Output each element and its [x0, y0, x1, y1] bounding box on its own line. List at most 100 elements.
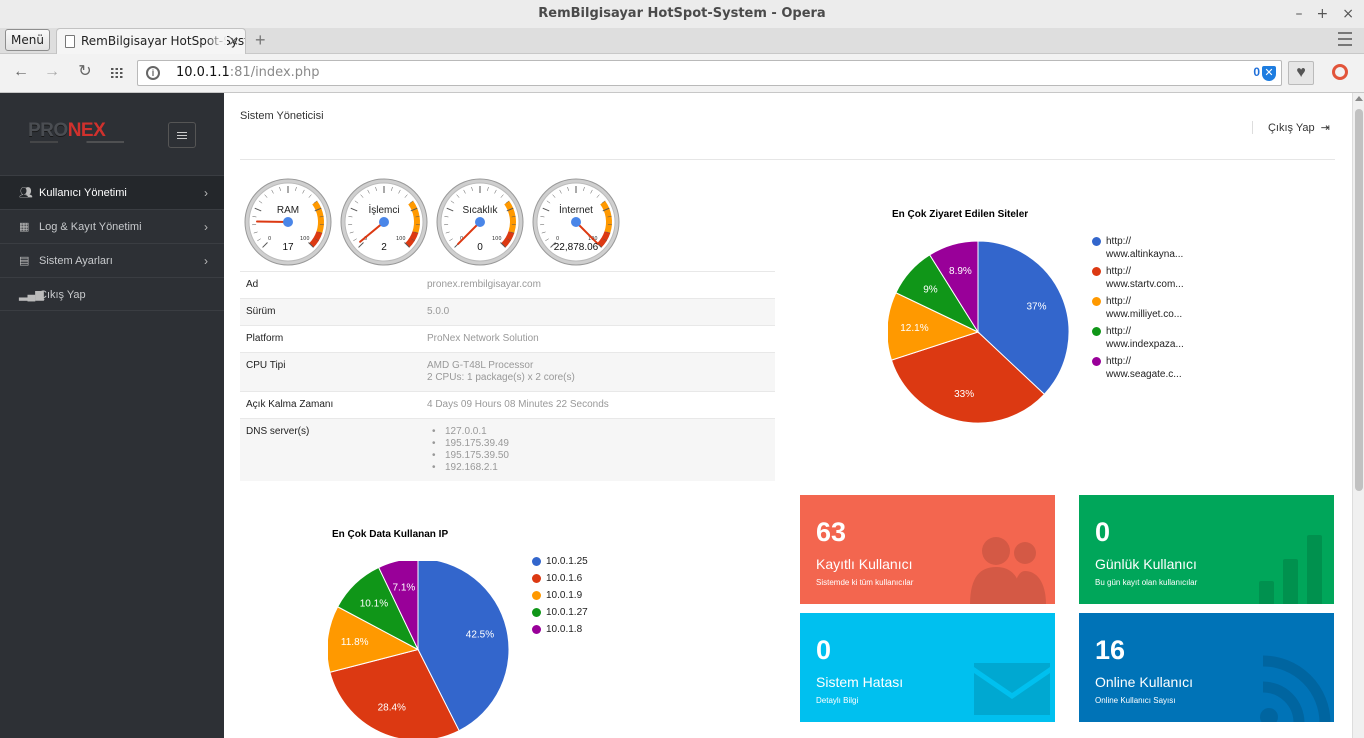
stat-box-online-users[interactable]: 16 Online Kullanıcı Online Kullanıcı Say… — [1079, 613, 1334, 722]
pie-slice[interactable] — [888, 292, 980, 361]
info-key: DNS server(s) — [240, 418, 421, 481]
pie-slice[interactable] — [417, 561, 510, 732]
hamburger-menu-icon[interactable] — [168, 122, 196, 148]
legend-dot — [532, 557, 541, 566]
settings-list-icon: ▤ — [19, 255, 30, 267]
gauge-tick — [358, 242, 364, 248]
list-item: 127.0.0.1 — [432, 426, 769, 438]
stat-box-system-errors[interactable]: 0 Sistem Hatası Detaylı Bilgi — [800, 613, 1055, 722]
legend-item[interactable]: http:// www.startv.com... — [1092, 265, 1184, 291]
legend-item[interactable]: 10.0.1.6 — [532, 572, 588, 585]
stat-box-daily-users[interactable]: 0 Günlük Kullanıcı Bu gün kayıt olan kul… — [1079, 495, 1334, 604]
pie-slice[interactable] — [328, 606, 420, 673]
gauge-tick — [567, 186, 569, 191]
pie-slice-label: 8.9% — [949, 266, 972, 277]
page-scrollbar[interactable] — [1352, 93, 1364, 738]
opera-menu-button[interactable]: Menü — [5, 29, 50, 51]
sidebar-item-log-kayit[interactable]: ▦ Log & Kayıt Yönetimi › — [0, 209, 224, 243]
gauge-needle — [359, 221, 385, 243]
logout-link[interactable]: Çıkış Yap ⇥ — [1251, 121, 1330, 134]
legend-item[interactable]: http:// www.altinkayna... — [1092, 235, 1184, 261]
legend-item[interactable]: 10.0.1.8 — [532, 623, 588, 636]
speed-dial-icon[interactable] — [110, 67, 123, 78]
stat-subtitle: Sistemde ki tüm kullanıcılar — [816, 578, 914, 587]
legend-item[interactable]: http:// www.indexpaza... — [1092, 325, 1184, 351]
gauge-tick — [398, 189, 401, 194]
tab-close-icon[interactable]: × — [228, 34, 239, 49]
info-key: CPU Tipi — [240, 352, 421, 392]
gauge-label: Sıcaklık — [462, 205, 498, 216]
pie-slice[interactable] — [929, 241, 979, 334]
gauge-tick — [264, 194, 268, 198]
address-bar[interactable]: i 10.0.1.1:81/index.php 0 ✕ — [137, 60, 1282, 86]
gauge-min-label: 0 — [364, 236, 367, 242]
sidebar-item-cikis-yap[interactable]: ▂▄▆ Çıkış Yap — [0, 277, 224, 311]
window-controls: – + × — [1296, 0, 1354, 28]
legend-item[interactable]: 10.0.1.27 — [532, 606, 588, 619]
scroll-thumb[interactable] — [1355, 109, 1363, 491]
list-item: 195.175.39.50 — [432, 450, 769, 462]
gauge-tick — [540, 216, 545, 218]
legend-item[interactable]: http:// www.seagate.c... — [1092, 355, 1184, 381]
ad-block-shield-icon[interactable]: 0 ✕ — [1253, 65, 1276, 81]
new-tab-icon[interactable]: + — [255, 30, 266, 50]
logo-underline — [30, 141, 124, 143]
stat-box-registered-users[interactable]: 63 Kayıtlı Kullanıcı Sistemde ki tüm kul… — [800, 495, 1055, 604]
bar-chart-icon: ▂▄▆ — [19, 289, 44, 301]
maximize-icon[interactable]: + — [1316, 6, 1329, 22]
gauge-tick — [353, 238, 357, 242]
gauge-tick — [252, 216, 257, 218]
legend-label: http:// — [1106, 236, 1132, 247]
gauge-tick — [414, 231, 419, 234]
opera-extension-icon[interactable] — [1332, 64, 1348, 80]
gauge-tick — [375, 186, 377, 191]
heart-bookmark-icon[interactable]: ♥ — [1288, 61, 1314, 85]
table-row: DNS server(s) 127.0.0.1 195.175.39.49 19… — [240, 418, 775, 481]
gauge-tick — [258, 200, 263, 204]
pie-slice[interactable] — [329, 648, 460, 738]
url-text[interactable]: 10.0.1.1:81/index.php — [176, 61, 320, 85]
gauge-tick — [606, 231, 611, 234]
legend-item[interactable]: http:// www.milliyet.co... — [1092, 295, 1184, 321]
browser-tab[interactable]: RemBilgisayar HotSpot-System × — [56, 28, 246, 54]
gauge-tick — [319, 216, 324, 218]
scroll-up-arrow-icon[interactable] — [1355, 96, 1363, 101]
gauge-tick — [456, 194, 460, 198]
bar-chart-icon — [1259, 535, 1322, 604]
gauge-tick — [494, 189, 497, 194]
legend-dot — [532, 574, 541, 583]
pie-slice[interactable] — [977, 241, 1070, 396]
info-key: Sürüm — [240, 298, 421, 326]
table-row: Sürüm 5.0.0 — [240, 298, 775, 326]
stat-subtitle: Online Kullanıcı Sayısı — [1095, 696, 1176, 705]
minimize-icon[interactable]: – — [1295, 6, 1303, 22]
forward-arrow-icon[interactable]: → — [44, 63, 60, 80]
legend-item[interactable]: 10.0.1.25 — [532, 555, 588, 568]
gauge-tick — [446, 207, 454, 212]
gauge-tick — [313, 200, 318, 204]
system-info-table: Ad pronex.rembilgisayar.com Sürüm 5.0.0 … — [240, 271, 775, 481]
sidebar-item-kullanici-yonetimi[interactable]: 👥︎ Kullanıcı Yönetimi › — [0, 175, 224, 209]
back-arrow-icon[interactable]: ← — [13, 63, 29, 80]
window-titlebar: RemBilgisayar HotSpot-System - Opera – +… — [0, 0, 1364, 28]
legend-label: www.altinkayna... — [1106, 249, 1184, 260]
reload-icon[interactable]: ↻ — [78, 63, 92, 80]
gauge-tick — [602, 207, 610, 212]
sidebar-item-sistem-ayarlari[interactable]: ▤ Sistem Ayarları › — [0, 243, 224, 277]
table-row: Platform ProNex Network Solution — [240, 325, 775, 353]
pronex-logo[interactable]: PRONEX — [28, 120, 106, 142]
gauge-tick — [254, 207, 262, 212]
legend-label: http:// — [1106, 356, 1132, 367]
gauge-value: 17 — [282, 242, 294, 253]
pie-slice[interactable] — [890, 331, 1046, 424]
legend-item[interactable]: 10.0.1.9 — [532, 589, 588, 602]
info-key: Ad — [240, 271, 421, 299]
pie-slice[interactable] — [378, 561, 419, 650]
chevron-right-icon: › — [204, 254, 208, 268]
tab-menu-icon[interactable] — [1338, 32, 1352, 46]
site-info-icon[interactable]: i — [146, 66, 160, 80]
close-window-icon[interactable]: × — [1342, 6, 1354, 22]
sidebar-menu: 👥︎ Kullanıcı Yönetimi › ▦ Log & Kayıt Yö… — [0, 175, 224, 311]
